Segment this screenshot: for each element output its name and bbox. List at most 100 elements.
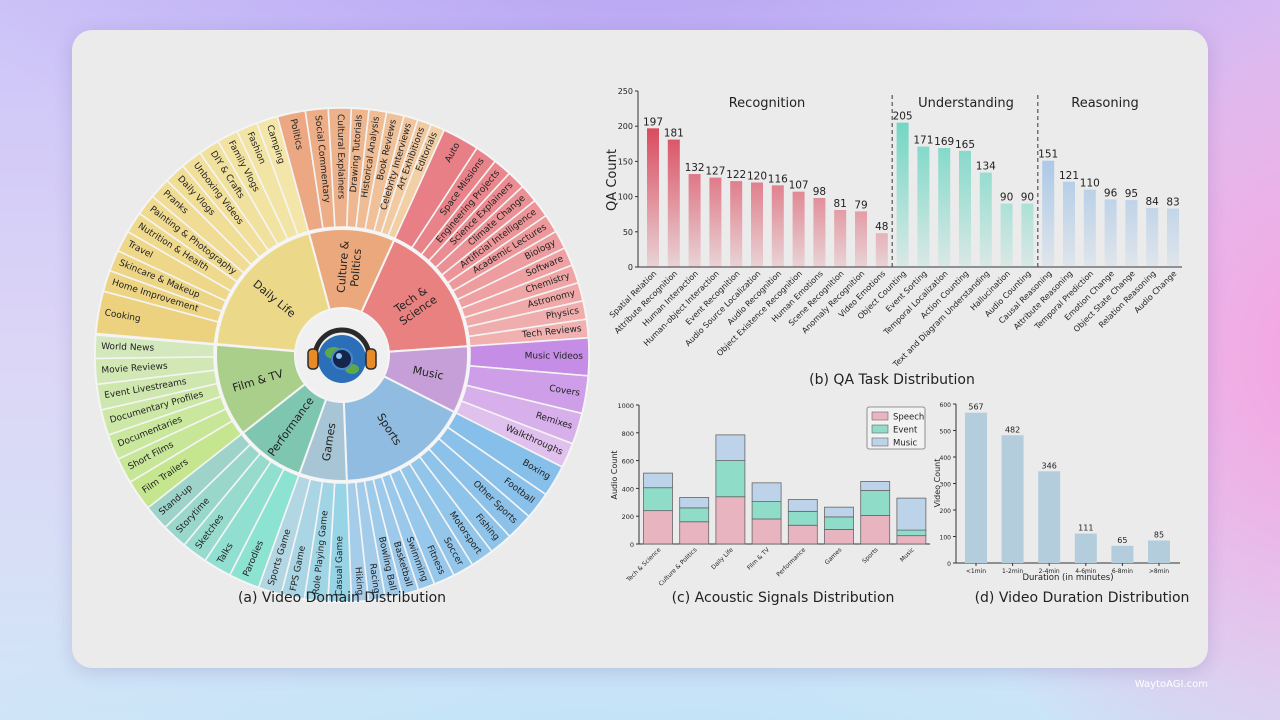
camera-lens <box>331 348 353 370</box>
y-axis-label: QA Count <box>605 149 620 211</box>
bar-games-speech <box>824 529 854 545</box>
data-label: 116 <box>768 173 788 185</box>
data-label: 120 <box>747 171 767 183</box>
bar-video-emotions <box>875 233 888 267</box>
y-tick-label: 150 <box>618 157 633 166</box>
bar-human-object-interaction <box>709 177 722 267</box>
domain-label-line: Music <box>412 364 445 383</box>
x-tick-label: 6-8min <box>1112 568 1133 575</box>
data-label: 151 <box>1038 149 1058 161</box>
bar-daily-life-music <box>715 434 746 462</box>
x-tick-label: 2-4min <box>1039 568 1060 575</box>
y-axis-label: Video Count <box>933 459 942 508</box>
lens-glint <box>336 353 342 359</box>
y-tick-label: 250 <box>618 87 633 96</box>
bar-film-tv-event <box>751 501 782 520</box>
group-title-reasoning: Reasoning <box>1071 96 1138 111</box>
bar-audio-recognition <box>771 185 784 267</box>
y-tick-label: 800 <box>622 430 634 438</box>
bar-object-state-change <box>1125 200 1138 267</box>
bar-hallucination <box>1000 203 1013 267</box>
bar-temporal-localization <box>938 148 951 267</box>
y-tick-label: 200 <box>940 508 952 515</box>
data-label: 90 <box>1021 192 1034 204</box>
data-label: 346 <box>1042 461 1057 470</box>
data-label: 567 <box>968 403 983 412</box>
x-tick-label: Music <box>899 546 916 563</box>
subdomain-label-racing: Racing <box>367 563 381 595</box>
bar-daily-life-event <box>715 460 746 498</box>
bar-tech-science-music <box>643 472 673 489</box>
domain-segment-tech-science <box>360 238 469 353</box>
data-label: 98 <box>813 186 826 198</box>
caption-b: (b) QA Task Distribution <box>809 372 975 388</box>
bar-film-tv-speech <box>751 518 782 545</box>
legend-swatch-speech <box>871 411 889 421</box>
subdomain-label-music-videos: Music Videos <box>525 351 584 361</box>
data-label: 165 <box>955 139 975 151</box>
globe-headphones-icon <box>307 327 377 383</box>
acoustic-signals-stacked-chart: 0 200 400 600 800 1000 Audio Count Tech & Scien… <box>610 402 930 588</box>
bar-temporal-prediction <box>1083 189 1096 267</box>
data-label: 134 <box>976 161 996 173</box>
y-tick-label: 300 <box>940 482 952 489</box>
bar-emotion-change <box>1104 199 1117 267</box>
subdomain-segment-world-news <box>94 334 216 360</box>
legend-label-speech: Speech <box>893 413 924 423</box>
bar-daily-life-speech <box>715 496 746 545</box>
data-label: 132 <box>685 162 705 174</box>
data-label: 127 <box>705 166 725 178</box>
bar-music-music <box>896 497 927 531</box>
x-axis-label: Duration (in minutes) <box>1022 573 1113 583</box>
bar-culture-politics-speech <box>679 521 710 545</box>
legend: Speech Event Music <box>866 406 926 450</box>
data-label: 197 <box>643 116 663 128</box>
y-tick-label: 600 <box>940 402 952 409</box>
y-axis-label: Audio Count <box>610 450 619 499</box>
bar-culture-politics-music <box>679 497 710 509</box>
y-tick-label: 200 <box>622 513 634 521</box>
data-label: 181 <box>664 128 684 140</box>
bar-object-counting <box>896 122 909 268</box>
y-tick-label: 400 <box>622 485 634 493</box>
watermark: WaytoAGI.com <box>1134 679 1208 690</box>
bar-human-interaction <box>688 174 701 267</box>
data-label: 48 <box>875 221 888 233</box>
bar-film-tv-music <box>751 482 782 503</box>
bar-performance-speech <box>787 524 818 545</box>
bar-music-event <box>896 529 927 537</box>
x-tick-label: >8min <box>1149 568 1169 575</box>
y-tick-label: 0 <box>947 561 951 568</box>
domain-label-music: Music <box>412 364 445 383</box>
bar-tech-science-speech <box>643 510 673 545</box>
bar-spatial-relation <box>647 128 659 267</box>
bar-1-2min <box>1001 435 1024 563</box>
bar-audio-change <box>1167 208 1179 267</box>
bar-scene-recognition <box>834 209 847 267</box>
x-tick-label: <1min <box>966 568 986 575</box>
data-label: 111 <box>1078 524 1093 533</box>
data-label: 122 <box>726 169 746 181</box>
bar-performance-event <box>787 510 818 526</box>
bar-audio-counting <box>1021 203 1034 267</box>
caption-d: (d) Video Duration Distribution <box>975 590 1190 606</box>
bar-music-speech <box>896 535 927 545</box>
bar-attribute-recognition <box>667 139 680 267</box>
bar-sports-event <box>860 490 891 516</box>
data-label: 171 <box>913 135 933 147</box>
x-tick-label: Sports <box>861 546 880 565</box>
data-label: 205 <box>893 111 913 123</box>
y-tick-label: 50 <box>623 228 633 237</box>
bar-attribute-reasoning <box>1063 181 1075 267</box>
bar-causal-reasoning <box>1042 160 1055 267</box>
bar-relation-reasoning <box>1146 207 1159 267</box>
x-tick-label: Tech & Science <box>625 546 663 584</box>
domain-segment-sports <box>342 374 456 482</box>
subdomain-label-movie-reviews: Movie Reviews <box>101 362 168 376</box>
data-label: 65 <box>1117 536 1127 545</box>
subdomain-label-covers: Covers <box>548 384 581 399</box>
y-tick-label: 0 <box>628 263 633 272</box>
domain-label-culture-politics: Culture &Politics <box>335 240 365 294</box>
